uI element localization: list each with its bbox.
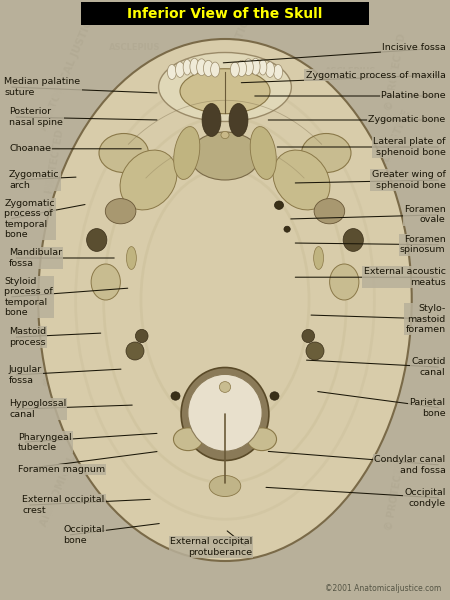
Ellipse shape (105, 199, 136, 224)
Text: Styloid
process of
temporal
bone: Styloid process of temporal bone (4, 277, 53, 317)
Ellipse shape (220, 382, 230, 392)
Ellipse shape (190, 58, 199, 75)
Text: © PROTECTED: © PROTECTED (42, 308, 66, 388)
Text: ANATOMICAL JUSTICE: ANATOMICAL JUSTICE (38, 12, 97, 132)
Text: ©2001 Anatomicaljustice.com: ©2001 Anatomicaljustice.com (325, 584, 441, 593)
Text: ANATOMICAL JUSTICE: ANATOMICAL JUSTICE (38, 408, 97, 528)
Text: Hypoglossal
canal: Hypoglossal canal (9, 400, 66, 419)
Ellipse shape (251, 58, 260, 75)
Text: ANATOMICAL JUSTICE: ANATOMICAL JUSTICE (196, 12, 254, 132)
Ellipse shape (266, 62, 274, 77)
Ellipse shape (158, 52, 292, 121)
Text: ANATOMICAL JUSTICE: ANATOMICAL JUSTICE (353, 108, 412, 228)
Ellipse shape (302, 133, 351, 173)
Text: © PROTECTED: © PROTECTED (42, 128, 66, 208)
Text: Choanae: Choanae (9, 144, 51, 153)
Text: ANATOMICAL JUSTICE: ANATOMICAL JUSTICE (38, 210, 97, 330)
Ellipse shape (188, 374, 262, 451)
Ellipse shape (135, 329, 148, 343)
Text: Foramen
spinosum: Foramen spinosum (400, 235, 446, 254)
Text: Stylo-
mastoid
foramen: Stylo- mastoid foramen (405, 304, 446, 334)
Ellipse shape (302, 329, 315, 343)
Ellipse shape (230, 62, 239, 77)
Text: Posterior
nasal spine: Posterior nasal spine (9, 107, 63, 127)
Ellipse shape (259, 59, 267, 75)
Ellipse shape (183, 59, 191, 75)
Ellipse shape (209, 475, 241, 497)
Ellipse shape (180, 69, 270, 113)
Text: Lateral plate of
sphenoid bone: Lateral plate of sphenoid bone (373, 137, 446, 157)
Text: Pharyngeal
tubercle: Pharyngeal tubercle (18, 433, 72, 452)
Text: External occipital
crest: External occipital crest (22, 496, 105, 515)
Text: COPYRIGHT © PROTECTED: COPYRIGHT © PROTECTED (132, 158, 246, 262)
Ellipse shape (250, 127, 276, 179)
Text: Carotid
canal: Carotid canal (411, 358, 446, 377)
Text: ASCLEPIUS: ASCLEPIUS (109, 43, 161, 52)
Ellipse shape (248, 428, 276, 451)
Ellipse shape (243, 59, 253, 76)
Text: Jugular
fossa: Jugular fossa (9, 365, 42, 385)
Text: © PROTECTED: © PROTECTED (384, 452, 408, 532)
Ellipse shape (38, 39, 412, 561)
Ellipse shape (221, 131, 229, 139)
Ellipse shape (343, 229, 364, 251)
Ellipse shape (274, 201, 284, 209)
Ellipse shape (126, 247, 136, 269)
Text: Foramen magnum: Foramen magnum (18, 464, 105, 474)
Ellipse shape (202, 103, 221, 136)
Text: Incisive fossa: Incisive fossa (382, 43, 446, 52)
Ellipse shape (181, 367, 269, 461)
Ellipse shape (329, 264, 359, 300)
Ellipse shape (99, 133, 148, 173)
Text: © PROTECTED: © PROTECTED (384, 32, 408, 112)
Text: ASCLEPIUS: ASCLEPIUS (325, 67, 377, 76)
Text: Greater wing of
sphenoid bone: Greater wing of sphenoid bone (372, 170, 446, 190)
Ellipse shape (197, 59, 207, 76)
Ellipse shape (176, 62, 184, 77)
Ellipse shape (190, 132, 260, 180)
Text: ANATOMICAL JUSTICE: ANATOMICAL JUSTICE (353, 288, 412, 408)
Text: External acoustic
meatus: External acoustic meatus (364, 268, 446, 287)
Ellipse shape (273, 150, 330, 210)
Ellipse shape (314, 247, 324, 269)
Text: Palatine bone: Palatine bone (381, 91, 446, 100)
Text: Zygomatic
arch: Zygomatic arch (9, 170, 59, 190)
Text: Zygomatic process of maxilla: Zygomatic process of maxilla (306, 70, 446, 79)
Ellipse shape (284, 226, 290, 232)
Text: Zygomatic bone: Zygomatic bone (368, 115, 446, 124)
Text: Occipital
condyle: Occipital condyle (404, 488, 446, 508)
Ellipse shape (306, 342, 324, 360)
Ellipse shape (126, 342, 144, 360)
Text: Inferior View of the Skull: Inferior View of the Skull (127, 7, 323, 21)
Text: Zygomatic
process of
temporal
bone: Zygomatic process of temporal bone (4, 199, 55, 239)
Ellipse shape (171, 392, 180, 400)
FancyBboxPatch shape (81, 2, 369, 25)
Ellipse shape (120, 150, 177, 210)
Ellipse shape (229, 103, 248, 136)
Ellipse shape (174, 428, 203, 451)
Ellipse shape (203, 60, 213, 76)
Text: COPYRIGHT © PROTECTED: COPYRIGHT © PROTECTED (213, 320, 327, 424)
Ellipse shape (211, 62, 220, 77)
Text: Occipital
bone: Occipital bone (63, 526, 104, 545)
Text: Mandibular
fossa: Mandibular fossa (9, 248, 62, 268)
Text: Mastoid
process: Mastoid process (9, 328, 46, 347)
Text: External occipital
protuberance: External occipital protuberance (170, 538, 252, 557)
Ellipse shape (174, 127, 200, 179)
Ellipse shape (91, 264, 121, 300)
Ellipse shape (237, 60, 247, 76)
Text: Median palatine
suture: Median palatine suture (4, 77, 81, 97)
Text: Parietal
bone: Parietal bone (410, 398, 446, 418)
Text: Foramen
ovale: Foramen ovale (404, 205, 446, 224)
Text: Condylar canal
and fossa: Condylar canal and fossa (374, 455, 446, 475)
Ellipse shape (274, 64, 283, 79)
Ellipse shape (86, 229, 107, 251)
Ellipse shape (314, 199, 345, 224)
Ellipse shape (167, 64, 176, 79)
Ellipse shape (270, 392, 279, 400)
